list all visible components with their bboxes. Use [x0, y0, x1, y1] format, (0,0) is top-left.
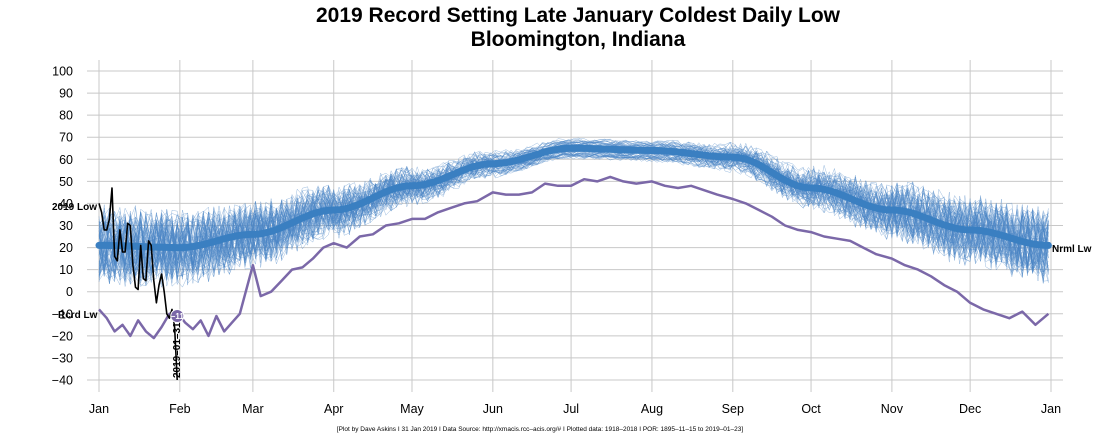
x-tick-label: Mar	[242, 402, 264, 416]
y-tick-label: −20	[52, 329, 73, 343]
y-tick-label: 30	[59, 219, 73, 233]
series-label-2019: 2019 Low	[52, 202, 97, 213]
historical-year-line	[98, 139, 1049, 271]
historical-year-line	[98, 140, 1049, 272]
y-tick-label: 20	[59, 241, 73, 255]
x-tick-label: Jan	[89, 402, 109, 416]
series-label-record: Rcrd Lw	[58, 310, 98, 321]
normal-low-line	[95, 144, 1052, 252]
historical-year-line	[98, 142, 1049, 273]
y-tick-label: −30	[52, 351, 73, 365]
footer-credit: [Plot by Dave Askins I 31 Jan 2019 I Dat…	[337, 426, 744, 433]
chart-title: 2019 Record Setting Late January Coldest…	[316, 4, 841, 27]
x-tick-label: Dec	[959, 402, 981, 416]
record-low-line	[98, 175, 1050, 340]
x-tick-label: May	[400, 402, 424, 416]
y-tick-label: 70	[59, 131, 73, 145]
x-tick-label: Oct	[801, 402, 821, 416]
chart-subtitle: Bloomington, Indiana	[471, 28, 686, 51]
x-tick-label: Apr	[324, 402, 343, 416]
y-tick-label: 60	[59, 153, 73, 167]
y-tick-label: −10	[52, 307, 73, 321]
y-tick-label: 10	[59, 263, 73, 277]
record-marker-dot	[170, 308, 185, 323]
x-tick-label: Jul	[563, 402, 579, 416]
x-tick-label: Jun	[483, 402, 503, 416]
x-tick-label: Aug	[641, 402, 663, 416]
series-label-normal: Nrml Lw	[1052, 244, 1092, 255]
x-tick-label: Feb	[169, 402, 191, 416]
y-tick-label: 0	[66, 285, 73, 299]
x-tick-label: Jan	[1041, 402, 1061, 416]
y-tick-label: 80	[59, 109, 73, 123]
historical-year-line	[98, 140, 1049, 273]
x-axis: Jan Feb Mar Apr May Jun Jul Aug Sep Oct Nov Dec Jan	[89, 402, 1061, 416]
year-2019-line	[98, 187, 178, 381]
y-tick-label: 100	[52, 65, 73, 79]
record-marker-value: −11	[171, 312, 185, 321]
x-tick-label: Nov	[881, 402, 904, 416]
y-tick-label: −40	[52, 374, 73, 388]
y-tick-label: 90	[59, 87, 73, 101]
record-marker: −11	[170, 308, 185, 323]
x-tick-label: Sep	[722, 402, 744, 416]
date-annotation: 2019–01–31	[172, 322, 183, 378]
series-lines	[95, 144, 1052, 381]
y-tick-label: 50	[59, 175, 73, 189]
grid	[87, 60, 1063, 392]
y-tick-label: 40	[59, 197, 73, 211]
